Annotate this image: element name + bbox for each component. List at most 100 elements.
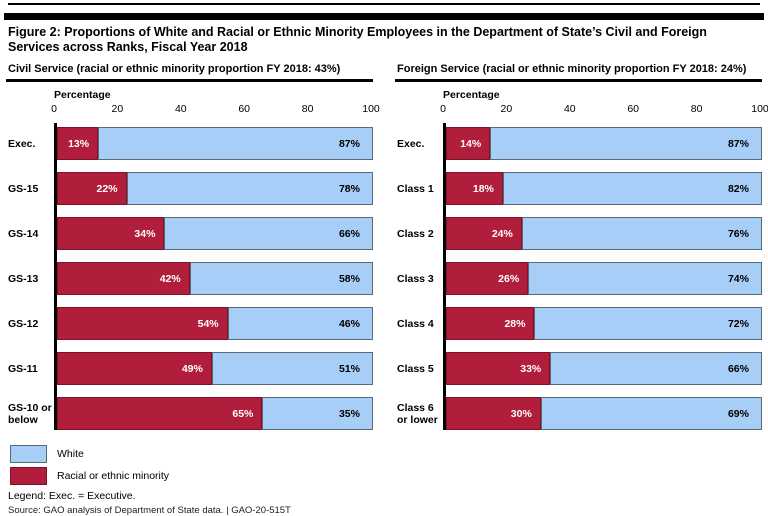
chart-row: Class 6 or lower 30% 69%: [395, 391, 762, 436]
bar-segment-minority: 22%: [57, 172, 127, 205]
stacked-bar: 49% 51%: [57, 352, 373, 385]
bar-segment-minority: 13%: [57, 127, 99, 160]
chart-rows: Exec. 13% 87% GS-15 22% 78% GS-14 34% 66% GS-13 42…: [6, 121, 373, 436]
axis-tick-label: 60: [238, 103, 251, 115]
bar-segment-minority: 65%: [57, 397, 263, 430]
legend: White Racial or ethnic minority: [10, 445, 768, 485]
bar-segment-white: 72%: [534, 307, 762, 340]
axis-tick-label: 40: [563, 103, 576, 115]
axis-tick-label: 100: [362, 103, 380, 115]
chart-row: GS-14 34% 66%: [6, 211, 373, 256]
category-label: GS-14: [8, 227, 39, 240]
axis-tick-label: 100: [751, 103, 768, 115]
category-label: Class 3: [397, 272, 434, 285]
stacked-bar: 22% 78%: [57, 172, 373, 205]
chart-subtitle: Foreign Service (racial or ethnic minori…: [395, 61, 762, 82]
bar-segment-minority: 14%: [446, 127, 491, 160]
chart-row: Class 5 33% 66%: [395, 346, 762, 391]
bar-segment-white: 74%: [528, 262, 762, 295]
bar-segment-minority: 49%: [57, 352, 212, 385]
axis-tick-label: 80: [301, 103, 314, 115]
axis-tick-label: 60: [627, 103, 640, 115]
chart-row: Exec. 14% 87%: [395, 121, 762, 166]
bar-segment-white: 87%: [98, 127, 373, 160]
y-axis-line: [443, 123, 446, 430]
category-label: Class 2: [397, 227, 434, 240]
stacked-bar: 54% 46%: [57, 307, 373, 340]
figure-title: Figure 2: Proportions of White and Racia…: [8, 25, 707, 54]
category-label: GS-11: [8, 362, 38, 375]
category-label: Class 5: [397, 362, 434, 375]
bar-segment-white: 66%: [550, 352, 762, 385]
top-thick-rule: [4, 13, 764, 20]
white-swatch-icon: [10, 445, 47, 463]
chart-row: Exec. 13% 87%: [6, 121, 373, 166]
minority-swatch-icon: [10, 467, 47, 485]
chart-row: GS-12 54% 46%: [6, 301, 373, 346]
bar-segment-white: 78%: [126, 172, 373, 205]
category-label: Class 4: [397, 317, 434, 330]
chart-row: GS-13 42% 58%: [6, 256, 373, 301]
stacked-bar: 24% 76%: [446, 217, 762, 250]
top-thin-rule: [8, 3, 760, 5]
legend-item-white: White: [10, 445, 768, 463]
stacked-bar: 26% 74%: [446, 262, 762, 295]
stacked-bar: 28% 72%: [446, 307, 762, 340]
axis-tick-label: 40: [174, 103, 187, 115]
stacked-bar: 34% 66%: [57, 217, 373, 250]
chart-row: GS-10 or below 65% 35%: [6, 391, 373, 436]
category-label: Class 1: [397, 182, 434, 195]
category-label: GS-13: [8, 272, 39, 285]
charts-container: Civil Service (racial or ethnic minority…: [0, 61, 768, 436]
bar-segment-white: 82%: [502, 172, 762, 205]
bar-segment-minority: 24%: [446, 217, 522, 250]
chart-rows: Exec. 14% 87% Class 1 18% 82% Class 2 24% 76% Cla…: [395, 121, 762, 436]
bar-segment-minority: 42%: [57, 262, 190, 295]
civil-service-chart: Civil Service (racial or ethnic minority…: [6, 61, 380, 436]
bar-segment-white: 69%: [540, 397, 762, 430]
legend-label: White: [57, 448, 84, 460]
legend-item-minority: Racial or ethnic minority: [10, 467, 768, 485]
category-label: GS-12: [8, 317, 39, 330]
stacked-bar: 65% 35%: [57, 397, 373, 430]
x-axis-label: Percentage: [443, 89, 500, 101]
axis-ticks: 0 20 40 60 80 100: [51, 103, 380, 116]
axis-tick-label: 20: [500, 103, 513, 115]
stacked-bar: 14% 87%: [446, 127, 762, 160]
bar-segment-white: 58%: [189, 262, 373, 295]
y-axis-line: [54, 123, 57, 430]
stacked-bar: 30% 69%: [446, 397, 762, 430]
chart-row: GS-11 49% 51%: [6, 346, 373, 391]
bar-segment-minority: 54%: [57, 307, 228, 340]
bar-segment-minority: 33%: [446, 352, 551, 385]
category-label: Exec.: [397, 137, 425, 150]
stacked-bar: 33% 66%: [446, 352, 762, 385]
x-axis-label: Percentage: [54, 89, 111, 101]
stacked-bar: 18% 82%: [446, 172, 762, 205]
bar-segment-white: 46%: [227, 307, 373, 340]
bar-segment-white: 35%: [262, 397, 373, 430]
axis-tick-label: 20: [111, 103, 124, 115]
source-note: Source: GAO analysis of Department of St…: [8, 505, 291, 516]
stacked-bar: 42% 58%: [57, 262, 373, 295]
bar-segment-white: 87%: [490, 127, 762, 160]
chart-row: Class 3 26% 74%: [395, 256, 762, 301]
axis-tick-label: 0: [51, 103, 57, 115]
category-label: GS-10 or below: [8, 401, 52, 426]
chart-row: GS-15 22% 78%: [6, 166, 373, 211]
axis-tick-label: 80: [690, 103, 703, 115]
bar-segment-minority: 34%: [57, 217, 165, 250]
chart-subtitle: Civil Service (racial or ethnic minority…: [6, 61, 373, 82]
foreign-service-chart: Foreign Service (racial or ethnic minori…: [395, 61, 768, 436]
bar-segment-minority: 26%: [446, 262, 529, 295]
legend-note: Legend: Exec. = Executive.: [8, 490, 136, 502]
category-label: Exec.: [8, 137, 36, 150]
chart-row: Class 1 18% 82%: [395, 166, 762, 211]
bar-segment-minority: 28%: [446, 307, 535, 340]
chart-row: Class 2 24% 76%: [395, 211, 762, 256]
bar-segment-white: 76%: [521, 217, 762, 250]
chart-row: Class 4 28% 72%: [395, 301, 762, 346]
bar-segment-white: 51%: [211, 352, 373, 385]
axis-tick-label: 0: [440, 103, 446, 115]
legend-label: Racial or ethnic minority: [57, 470, 170, 482]
